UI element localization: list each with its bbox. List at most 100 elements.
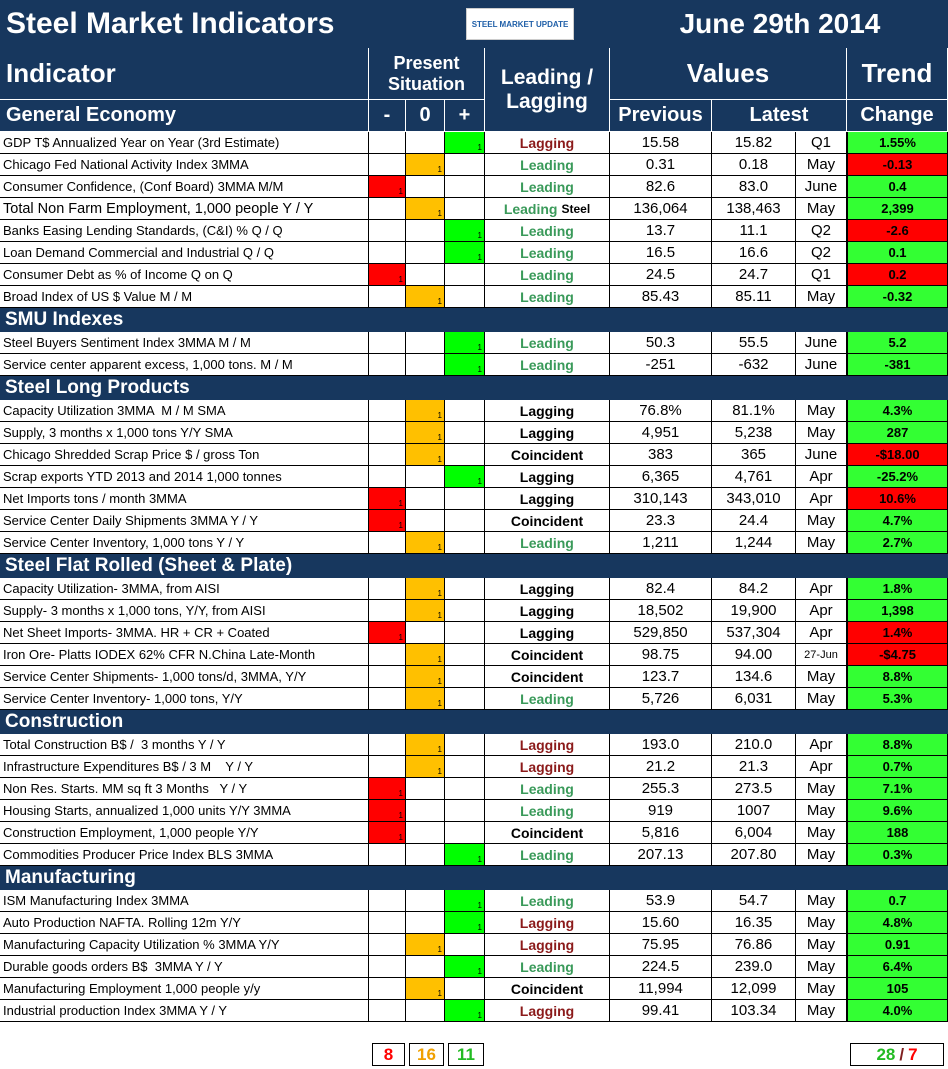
period: June — [796, 444, 847, 466]
type: Leading — [485, 242, 610, 264]
latest: 76.86 — [712, 934, 796, 956]
signal-empty — [445, 822, 485, 844]
previous: 310,143 — [610, 488, 712, 510]
latest: 1007 — [712, 800, 796, 822]
type: Lagging — [485, 422, 610, 444]
signal: 1 — [369, 822, 406, 844]
signal: 1 — [406, 154, 445, 176]
period: Q2 — [796, 242, 847, 264]
period: June — [796, 332, 847, 354]
indicator: Capacity Utilization 3MMA M / M SMA — [0, 400, 369, 422]
latest: 55.5 — [712, 332, 796, 354]
indicator: Supply, 3 months x 1,000 tons Y/Y SMA — [0, 422, 369, 444]
signal: 1 — [406, 578, 445, 600]
signal-empty — [445, 734, 485, 756]
latest: 24.4 — [712, 510, 796, 532]
signal-empty — [406, 890, 445, 912]
change: -$18.00 — [847, 444, 948, 466]
section-title: General Economy — [0, 100, 369, 132]
indicator: Net Sheet Imports- 3MMA. HR + CR + Coate… — [0, 622, 369, 644]
signal: 1 — [406, 286, 445, 308]
period: May — [796, 844, 847, 866]
previous: 24.5 — [610, 264, 712, 286]
indicator: Construction Employment, 1,000 people Y/… — [0, 822, 369, 844]
signal-empty — [406, 622, 445, 644]
previous: 50.3 — [610, 332, 712, 354]
signal-empty — [369, 890, 406, 912]
signal-empty — [406, 332, 445, 354]
signal: 1 — [445, 912, 485, 934]
type-label: Coincident — [510, 512, 584, 529]
change: 188 — [847, 822, 948, 844]
signal-empty — [369, 666, 406, 688]
type: Lagging — [485, 756, 610, 778]
signal: 1 — [445, 332, 485, 354]
signal-empty — [369, 912, 406, 934]
indicator: Net Imports tons / month 3MMA — [0, 488, 369, 510]
signal: 1 — [406, 422, 445, 444]
latest: 6,031 — [712, 688, 796, 710]
previous: 919 — [610, 800, 712, 822]
change: 10.6% — [847, 488, 948, 510]
signal: 1 — [445, 1000, 485, 1022]
signal-empty — [406, 488, 445, 510]
signal-empty — [369, 422, 406, 444]
signal: 1 — [369, 778, 406, 800]
type: Lagging — [485, 600, 610, 622]
previous: 21.2 — [610, 756, 712, 778]
previous: 18,502 — [610, 600, 712, 622]
type-label: Lagging — [519, 624, 575, 641]
indicator: Service Center Inventory- 1,000 tons, Y/… — [0, 688, 369, 710]
indicator: Housing Starts, annualized 1,000 units Y… — [0, 800, 369, 822]
section-header: Construction — [0, 710, 948, 734]
signal-empty — [406, 264, 445, 286]
latest: 85.11 — [712, 286, 796, 308]
signal-empty — [406, 822, 445, 844]
latest: 81.1% — [712, 400, 796, 422]
type-label: Leading — [520, 958, 574, 975]
latest: 16.6 — [712, 242, 796, 264]
change: 4.0% — [847, 1000, 948, 1022]
previous: 193.0 — [610, 734, 712, 756]
change: 0.4 — [847, 176, 948, 198]
latest: 12,099 — [712, 978, 796, 1000]
signal-empty — [369, 1000, 406, 1022]
signal-empty — [445, 934, 485, 956]
latest: 83.0 — [712, 176, 796, 198]
section-header: Steel Flat Rolled (Sheet & Plate) — [0, 554, 948, 578]
type: Lagging — [485, 934, 610, 956]
signal: 1 — [406, 688, 445, 710]
signal-empty — [369, 756, 406, 778]
trend-up: 28 — [876, 1044, 896, 1064]
section-header: SMU Indexes — [0, 308, 948, 332]
col-minus: - — [369, 100, 406, 132]
col-plus: + — [445, 100, 485, 132]
signal: 1 — [369, 264, 406, 286]
signal-empty — [406, 778, 445, 800]
type: Coincident — [485, 510, 610, 532]
signal: 1 — [445, 354, 485, 376]
signal-empty — [406, 956, 445, 978]
change: 9.6% — [847, 800, 948, 822]
type: Coincident — [485, 822, 610, 844]
change: 2.7% — [847, 532, 948, 554]
type-label: Leading — [520, 178, 574, 195]
count: 8 — [372, 1043, 405, 1066]
type-label: Lagging — [519, 1002, 575, 1019]
change: 0.91 — [847, 934, 948, 956]
change: -$4.75 — [847, 644, 948, 666]
type-label: Lagging — [519, 602, 575, 619]
signal-empty — [406, 176, 445, 198]
signal-empty — [445, 600, 485, 622]
indicator: Broad Index of US $ Value M / M — [0, 286, 369, 308]
signal: 1 — [406, 756, 445, 778]
indicator: Steel Buyers Sentiment Index 3MMA M / M — [0, 332, 369, 354]
signal-empty — [369, 532, 406, 554]
signal: 1 — [406, 734, 445, 756]
indicator: Commodities Producer Price Index BLS 3MM… — [0, 844, 369, 866]
col-type: Leading / Lagging — [485, 48, 610, 132]
change: 6.4% — [847, 956, 948, 978]
indicator: Service Center Inventory, 1,000 tons Y /… — [0, 532, 369, 554]
signal-empty — [369, 220, 406, 242]
date: June 29th 2014 — [679, 8, 881, 39]
